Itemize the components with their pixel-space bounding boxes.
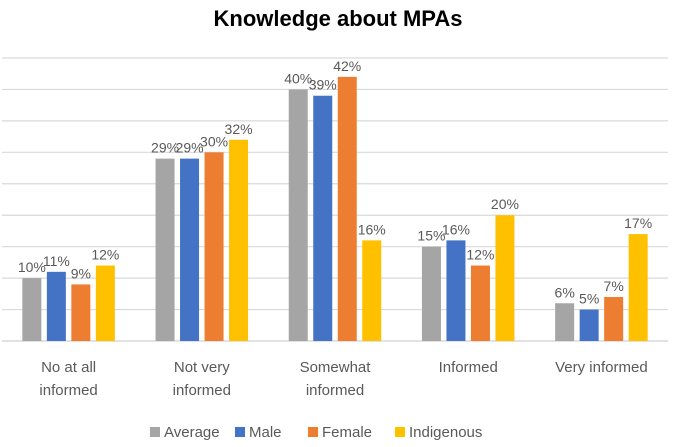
data-label: 20%	[491, 196, 519, 212]
data-label: 42%	[333, 58, 361, 74]
legend-swatch-male	[235, 427, 245, 437]
data-label: 7%	[604, 278, 624, 294]
bar-male	[446, 240, 466, 341]
legend-label: Female	[322, 424, 372, 441]
data-labels: 10%11%9%12%29%29%30%32%40%39%42%16% 15%16…	[18, 58, 652, 307]
data-label: 30%	[200, 133, 228, 149]
bar-indigenous	[95, 265, 115, 341]
chart-title: Knowledge about MPAs	[214, 6, 463, 31]
data-label: 10%	[18, 259, 46, 275]
bar-male	[46, 271, 66, 341]
data-label: 12%	[91, 247, 119, 263]
data-label: 12%	[466, 247, 494, 263]
data-label: 32%	[225, 121, 253, 137]
bar-indigenous	[495, 215, 515, 341]
data-label: 16%	[442, 221, 470, 237]
category-labels: No at all informed Not very informed Somewha…	[39, 359, 647, 399]
data-label: 17%	[624, 215, 652, 231]
data-label: 29%	[151, 140, 179, 156]
category-label: informed	[173, 382, 231, 399]
bar-indigenous	[229, 139, 249, 341]
category-label: Very informed	[555, 359, 648, 376]
data-label: 5%	[579, 291, 599, 307]
bar-male	[579, 309, 599, 341]
data-label: 29%	[176, 140, 204, 156]
legend-label: Male	[249, 424, 282, 441]
bar-average	[555, 303, 575, 341]
bar-average	[155, 158, 175, 341]
category-label: Informed	[439, 359, 498, 376]
legend-swatch-indigenous	[395, 427, 405, 437]
bar-average	[22, 278, 42, 341]
bar-male	[180, 158, 200, 341]
bars	[22, 76, 648, 341]
bar-male	[313, 95, 333, 341]
bar-female	[604, 296, 624, 341]
data-label: 9%	[71, 265, 91, 281]
category-label: No at all	[41, 359, 96, 376]
data-label: 15%	[417, 228, 445, 244]
bar-female	[337, 76, 357, 341]
bar-indigenous	[628, 234, 648, 341]
category-label: informed	[39, 382, 97, 399]
legend-label: Indigenous	[409, 424, 482, 441]
bar-female	[204, 152, 224, 341]
bar-average	[288, 89, 308, 341]
data-label: 39%	[309, 77, 337, 93]
bar-average	[421, 246, 441, 341]
category-label: informed	[306, 382, 364, 399]
bar-female	[71, 284, 91, 341]
data-label: 11%	[43, 253, 70, 269]
legend-label: Average	[164, 424, 220, 441]
bar-female	[470, 265, 490, 341]
data-label: 16%	[358, 221, 386, 237]
category-label: Somewhat	[300, 359, 372, 376]
legend-swatch-female	[308, 427, 318, 437]
legend: Average Male Female Indigenous	[150, 424, 482, 441]
category-label: Not very	[174, 359, 230, 376]
bar-indigenous	[362, 240, 382, 341]
data-label: 40%	[284, 70, 312, 86]
data-label: 6%	[555, 284, 575, 300]
legend-swatch-average	[150, 427, 160, 437]
